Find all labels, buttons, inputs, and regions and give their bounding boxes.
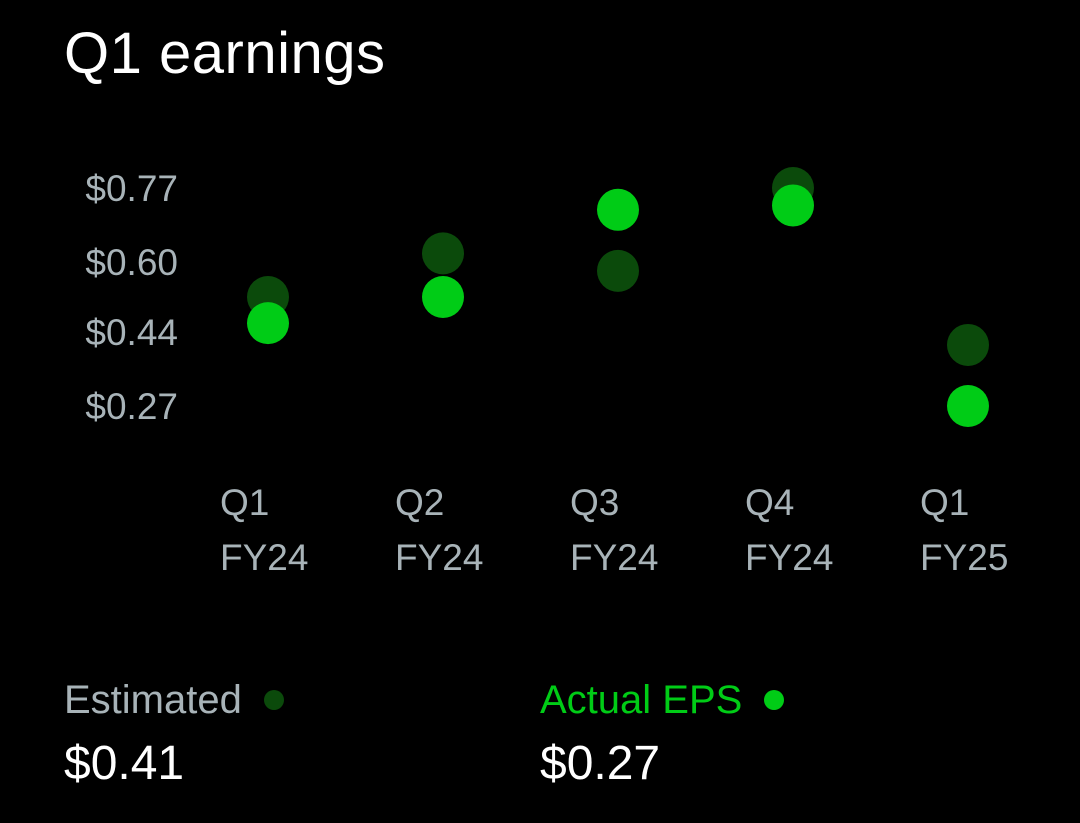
actual-point[interactable]: [422, 276, 464, 318]
x-tick-label: Q2: [395, 482, 444, 523]
estimated-dot-icon: [263, 690, 284, 710]
estimated-point[interactable]: [597, 249, 639, 292]
chart-title: Q1 earnings: [64, 21, 386, 86]
legend-actual-value: $0.27: [540, 737, 661, 790]
estimated-point[interactable]: [947, 323, 989, 366]
y-tick-label: $0.77: [85, 168, 178, 209]
y-tick-label: $0.60: [85, 242, 178, 283]
x-tick-label: FY24: [220, 537, 308, 578]
legend-actual-label: Actual EPS: [540, 678, 743, 722]
x-tick-label: Q4: [745, 482, 794, 523]
y-tick-label: $0.44: [85, 312, 178, 353]
legend-actual: Actual EPS $0.27: [540, 674, 785, 794]
x-tick-label: FY25: [920, 537, 1008, 578]
estimated-point[interactable]: [422, 232, 464, 275]
x-tick-label: Q3: [570, 482, 619, 523]
actual-point[interactable]: [597, 188, 639, 231]
y-axis: $0.77 $0.60 $0.44 $0.27: [85, 168, 178, 427]
actual-point[interactable]: [947, 385, 989, 427]
actual-point[interactable]: [247, 302, 289, 345]
legend-estimated-value: $0.41: [64, 737, 185, 790]
data-points: [247, 167, 989, 427]
legend-estimated: Estimated $0.41: [64, 674, 284, 794]
actual-dot-icon: [764, 690, 785, 710]
x-tick-label: Q1: [920, 482, 969, 523]
x-tick-label: Q1: [220, 482, 269, 523]
x-axis: Q1 FY24 Q2 FY24 Q3 FY24 Q4 FY24 Q1 FY25: [220, 482, 1008, 578]
x-tick-label: FY24: [570, 537, 658, 578]
actual-point[interactable]: [772, 184, 814, 227]
legend-estimated-label: Estimated: [64, 678, 242, 722]
x-tick-label: FY24: [395, 537, 483, 578]
y-tick-label: $0.27: [85, 386, 178, 427]
x-tick-label: FY24: [745, 537, 833, 578]
